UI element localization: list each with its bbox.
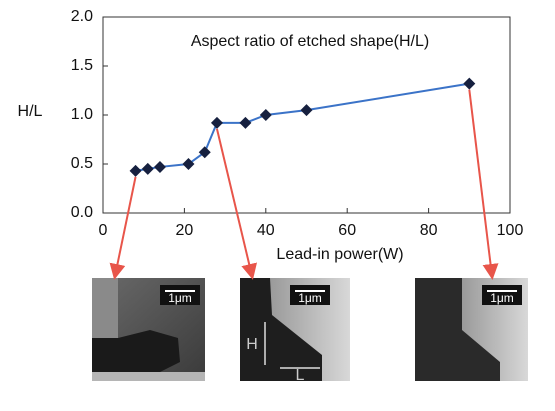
data-point: [129, 164, 142, 177]
x-tick-label: 60: [338, 222, 356, 239]
scale-bar-label: 1μm: [298, 291, 322, 305]
data-point: [300, 104, 313, 117]
x-tick-label: 0: [99, 222, 108, 239]
pointer-arrow: [215, 128, 258, 280]
x-tick-label: 20: [176, 222, 194, 239]
scale-bar-label: 1μm: [490, 291, 514, 305]
pointer-arrow: [109, 176, 137, 280]
scale-bar-label: 1μm: [168, 291, 192, 305]
x-axis-label: Lead-in power(W): [276, 246, 403, 263]
y-axis-label: H/L: [18, 103, 43, 120]
x-tick-label: 40: [257, 222, 275, 239]
micrograph: 1μm: [415, 278, 528, 381]
y-tick-label: 0.0: [71, 204, 93, 221]
x-tick-label: 100: [497, 222, 524, 239]
data-point: [182, 158, 195, 170]
data-point: [141, 162, 154, 175]
dimension-label: L: [296, 367, 305, 384]
y-tick-label: 2.0: [71, 8, 93, 25]
y-tick-label: 1.5: [71, 57, 93, 74]
chart-title: Aspect ratio of etched shape(H/L): [191, 33, 429, 50]
data-point: [463, 77, 476, 90]
pointer-arrow: [468, 89, 499, 280]
y-tick-label: 0.5: [71, 155, 93, 172]
micrograph: 1μm: [92, 278, 205, 381]
y-tick-label: 1.0: [71, 106, 93, 123]
data-point: [153, 160, 166, 173]
x-tick-label: 80: [420, 222, 438, 239]
data-point: [239, 116, 252, 129]
data-line: [135, 82, 470, 172]
data-point: [259, 109, 272, 121]
dimension-label: H: [246, 336, 258, 353]
data-point: [210, 116, 223, 129]
data-point: [198, 146, 211, 159]
micrograph: 1μm H L: [240, 278, 350, 384]
